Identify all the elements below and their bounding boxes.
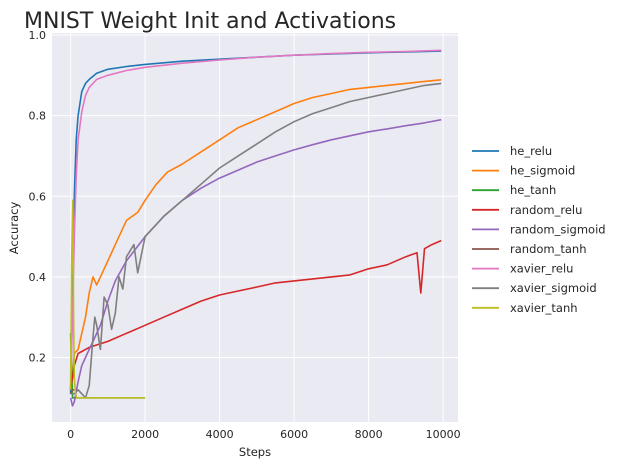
series-line-xavier-tanh [69, 199, 146, 399]
x-tick-label: 2000 [131, 428, 159, 441]
legend-label: random_sigmoid [510, 222, 606, 236]
legend-label: he_sigmoid [510, 164, 575, 178]
series-line-random-relu [69, 239, 442, 390]
x-tick-label: 10000 [426, 428, 461, 441]
x-tick-label: 8000 [355, 428, 383, 441]
x-tick-label: 0 [67, 428, 74, 441]
x-tick-label: 4000 [206, 428, 234, 441]
y-tick-label: 0.8 [29, 110, 47, 123]
x-axis-label: Steps [239, 445, 271, 459]
y-axis-label: Accuracy [7, 202, 21, 255]
y-tick-label: 0.2 [29, 352, 47, 365]
series-line-random-tanh [69, 389, 75, 395]
y-tick-label: 0.6 [29, 190, 47, 203]
y-tick-label: 1.0 [29, 29, 47, 42]
y-tick-label: 0.4 [29, 271, 47, 284]
legend: he_relu he_sigmoid he_tanh random_relurando… [472, 144, 606, 315]
chart-title: MNIST Weight Init and Activations [24, 9, 396, 34]
legend-label: xavier_relu [510, 262, 573, 276]
series-layer [69, 49, 442, 407]
legend-label: random_tanh [510, 242, 587, 256]
legend-label: random_relu [510, 203, 582, 217]
legend-label: he_relu [510, 144, 552, 158]
legend-label: xavier_tanh [510, 301, 578, 315]
series-line-he-sigmoid [69, 79, 442, 386]
tick-labels: 0 2000 4000 6000 8000 10000 0.2 0.4 0.6 0.8 1.0 [29, 29, 461, 441]
x-tick-label: 6000 [280, 428, 308, 441]
legend-label: he_tanh [510, 183, 556, 197]
series-line-xavier-relu [69, 49, 442, 390]
legend-label: xavier_sigmoid [510, 281, 597, 295]
series-line-xavier-sigmoid [70, 82, 442, 399]
